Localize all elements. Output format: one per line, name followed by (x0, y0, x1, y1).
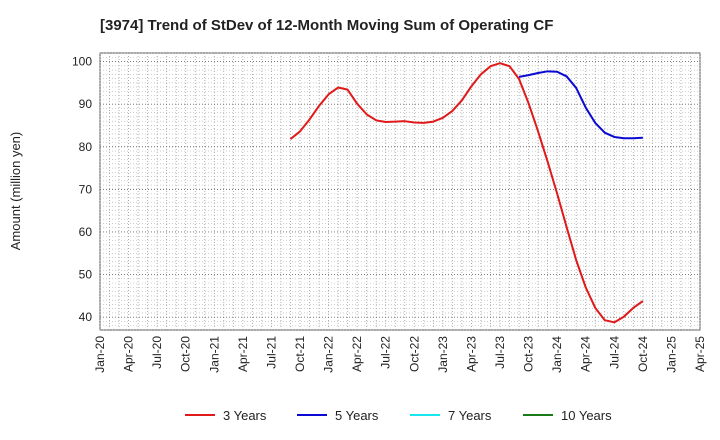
legend-label: 3 Years (223, 408, 267, 423)
x-tick-label: Apr-21 (236, 336, 250, 372)
x-axis-ticks: Jan-20 Apr-20 Jul-20 Oct-20 Jan-21 Apr-21 Jul-… (93, 336, 707, 373)
x-tick-label: Apr-25 (693, 336, 707, 372)
legend-label: 7 Years (448, 408, 492, 423)
y-tick-label: 50 (79, 268, 93, 282)
gridlines (99, 52, 701, 331)
x-tick-label: Jan-21 (207, 336, 221, 373)
legend: 3 Years 5 Years 7 Years 10 Years (185, 408, 612, 423)
series-lines (289, 62, 644, 324)
legend-label: 5 Years (335, 408, 379, 423)
y-axis-label: Amount (million yen) (8, 132, 23, 251)
x-tick-label: Oct-22 (407, 336, 421, 372)
plot-area (99, 52, 701, 331)
x-tick-label: Oct-21 (293, 336, 307, 372)
series-line-3-years (289, 62, 644, 324)
x-tick-label: Oct-20 (179, 336, 193, 372)
y-tick-label: 40 (79, 310, 93, 324)
x-tick-label: Jul-24 (607, 336, 621, 369)
x-tick-label: Apr-24 (579, 336, 593, 372)
y-tick-label: 100 (72, 55, 92, 69)
y-tick-label: 80 (79, 140, 93, 154)
y-tick-label: 90 (79, 97, 93, 111)
y-tick-label: 70 (79, 182, 93, 196)
x-tick-label: Jul-21 (264, 336, 278, 369)
x-tick-label: Apr-23 (464, 336, 478, 372)
legend-label: 10 Years (561, 408, 612, 423)
x-tick-label: Jul-20 (150, 336, 164, 369)
x-tick-label: Oct-23 (522, 336, 536, 372)
x-tick-label: Jan-25 (664, 336, 678, 373)
x-tick-label: Jul-22 (379, 336, 393, 369)
x-tick-label: Oct-24 (636, 336, 650, 372)
x-tick-label: Jan-23 (436, 336, 450, 373)
x-tick-label: Apr-22 (350, 336, 364, 372)
x-tick-label: Jan-24 (550, 336, 564, 373)
x-tick-label: Jul-23 (493, 336, 507, 369)
x-tick-label: Jan-20 (93, 336, 107, 373)
y-tick-label: 60 (79, 225, 93, 239)
x-tick-label: Apr-20 (122, 336, 136, 372)
chart-title: [3974] Trend of StDev of 12-Month Moving… (100, 17, 553, 34)
y-axis-ticks: 40 50 60 70 80 90 100 (72, 55, 92, 325)
series-line-5-years (518, 70, 643, 140)
x-tick-label: Jan-22 (322, 336, 336, 373)
